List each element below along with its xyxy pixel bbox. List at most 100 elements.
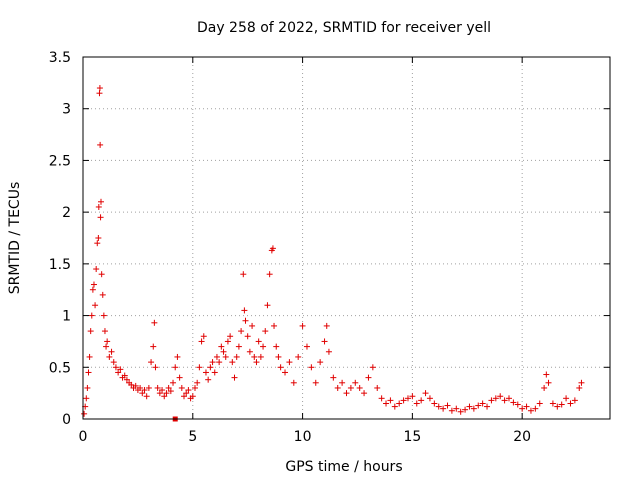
data-point [330, 374, 337, 381]
data-point [233, 353, 240, 360]
data-point [170, 379, 177, 386]
y-tick-label: 1 [62, 309, 71, 325]
data-point [194, 379, 201, 386]
data-point [325, 348, 332, 355]
data-point [174, 353, 181, 360]
data-point [440, 405, 447, 412]
data-point [269, 245, 276, 252]
x-tick-label: 20 [513, 429, 531, 445]
data-point [339, 379, 346, 386]
data-point [93, 266, 100, 273]
data-point [290, 379, 297, 386]
data-point [100, 312, 107, 319]
data-point [543, 371, 550, 378]
data-point [249, 322, 256, 329]
data-point [98, 271, 105, 278]
data-point [576, 384, 583, 391]
data-point [128, 381, 135, 388]
data-point [106, 353, 113, 360]
data-point [202, 369, 209, 376]
data-point [101, 328, 108, 335]
data-point [181, 393, 188, 400]
data-point [104, 338, 111, 345]
data-point [159, 387, 166, 394]
data-point [94, 240, 101, 247]
data-point [87, 328, 94, 335]
data-point [260, 343, 267, 350]
data-point [266, 271, 273, 278]
data-point [295, 353, 302, 360]
data-point [369, 364, 376, 371]
data-point [275, 353, 282, 360]
data-point [227, 333, 234, 340]
data-point [216, 359, 223, 366]
data-point [497, 393, 504, 400]
data-point [523, 403, 530, 410]
data-point [167, 388, 174, 395]
data-point [108, 348, 115, 355]
data-point [448, 407, 455, 414]
data-point [257, 353, 264, 360]
data-point [183, 390, 190, 397]
data-point [90, 281, 97, 288]
data-point [431, 400, 438, 407]
data-point [391, 403, 398, 410]
data-point [444, 402, 451, 409]
y-tick-label: 0.5 [49, 360, 71, 376]
data-point [462, 406, 469, 413]
y-tick-label: 3 [62, 102, 71, 118]
data-point [229, 359, 236, 366]
data-point [151, 319, 158, 326]
data-point [178, 384, 185, 391]
data-point [457, 408, 464, 415]
data-point [154, 384, 161, 391]
data-point [97, 214, 104, 221]
data-point [347, 384, 354, 391]
data-point [89, 286, 96, 293]
data-point [132, 382, 139, 389]
data-point [99, 291, 106, 298]
data-point [96, 90, 103, 97]
data-point [176, 374, 183, 381]
y-tick-label: 2.5 [49, 153, 71, 169]
data-point [541, 384, 548, 391]
chart-title: Day 258 of 2022, SRMTID for receiver yel… [197, 20, 491, 36]
data-point [152, 364, 159, 371]
data-point [400, 397, 407, 404]
data-point [413, 400, 420, 407]
data-point [536, 400, 543, 407]
data-point [321, 338, 328, 345]
data-point [196, 364, 203, 371]
data-point [578, 379, 585, 386]
y-axis-label: SRMTID / TECUs [7, 182, 23, 295]
data-point [563, 395, 570, 402]
data-point [510, 399, 517, 406]
data-point [470, 405, 477, 412]
data-point [207, 364, 214, 371]
grid-layer [83, 57, 610, 419]
data-point [299, 322, 306, 329]
data-point [378, 395, 385, 402]
data-points-layer [81, 85, 585, 422]
data-point [112, 364, 119, 371]
data-point [88, 312, 95, 319]
data-point [312, 379, 319, 386]
data-point [244, 333, 251, 340]
data-point [137, 384, 144, 391]
data-point [383, 400, 390, 407]
data-point [218, 343, 225, 350]
data-point [262, 328, 269, 335]
data-point [81, 410, 88, 417]
data-point [365, 374, 372, 381]
data-point [172, 364, 179, 371]
data-point [200, 333, 207, 340]
data-point [343, 390, 350, 397]
data-point [545, 379, 552, 386]
data-point [191, 384, 198, 391]
data-point [165, 384, 172, 391]
data-point [209, 359, 216, 366]
x-tick-label: 5 [188, 429, 197, 445]
data-point [271, 322, 278, 329]
data-point [488, 397, 495, 404]
